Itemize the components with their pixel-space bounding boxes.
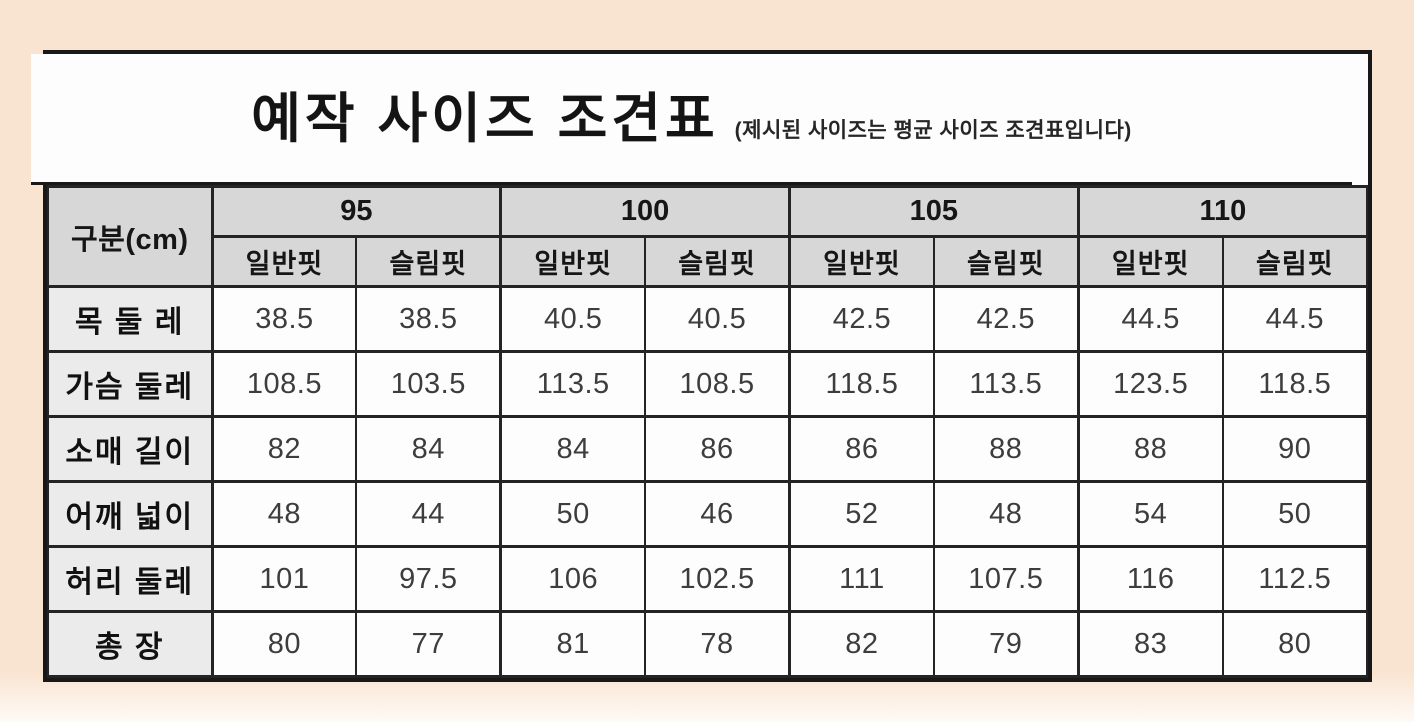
size-value-cell: 42.5	[932, 285, 1080, 353]
size-value-cell: 102.5	[644, 545, 791, 613]
size-value-cell: 113.5	[932, 350, 1080, 418]
size-value-cell: 88	[932, 415, 1080, 483]
fit-header-slim: 슬림핏	[1221, 235, 1369, 288]
size-value-cell: 50	[1221, 480, 1369, 548]
fit-header-row: 일반핏 슬림핏 일반핏 슬림핏 일반핏 슬림핏 일반핏 슬림핏	[48, 235, 1369, 288]
size-value-cell: 54	[1076, 480, 1224, 548]
size-value-cell: 40.5	[499, 285, 647, 353]
size-group-header-row: 구분(cm) 95 100 105 110	[47, 185, 1368, 288]
size-group-95: 95	[210, 185, 502, 238]
size-value-cell: 84	[499, 415, 647, 483]
row-label: 가슴 둘레	[47, 350, 213, 418]
size-value-cell: 52	[787, 480, 935, 548]
size-chart-table: 예작 사이즈 조견표 (제시된 사이즈는 평균 사이즈 조견표입니다) 구분(c…	[31, 50, 1372, 682]
table-row-sleeve: 소매 길이 82 84 84 86 86 88 88 90	[47, 415, 1369, 483]
size-group-110: 110	[1076, 185, 1368, 238]
size-value-cell: 83	[1076, 610, 1224, 678]
table-row-total-length: 총 장 80 77 81 78 82 79 83 80	[47, 610, 1369, 678]
size-value-cell: 106	[499, 545, 647, 613]
title-row: 예작 사이즈 조견표 (제시된 사이즈는 평균 사이즈 조견표입니다)	[31, 54, 1352, 185]
size-group-100: 100	[499, 185, 791, 238]
row-label: 소매 길이	[47, 415, 213, 483]
table-subtitle: (제시된 사이즈는 평균 사이즈 조견표입니다)	[734, 119, 1132, 142]
size-value-cell: 88	[1076, 415, 1224, 483]
size-value-cell: 38.5	[355, 285, 502, 353]
size-value-cell: 82	[787, 610, 935, 678]
size-value-cell: 113.5	[499, 350, 647, 418]
row-label: 어깨 넓이	[47, 480, 213, 548]
size-value-cell: 97.5	[355, 545, 502, 613]
size-value-cell: 44.5	[1076, 285, 1224, 353]
size-value-cell: 107.5	[932, 545, 1080, 613]
size-value-cell: 84	[355, 415, 502, 483]
size-value-cell: 108.5	[644, 350, 791, 418]
fit-header-slim: 슬림핏	[644, 235, 791, 288]
fit-header-slim: 슬림핏	[355, 235, 502, 288]
row-label: 허리 둘레	[47, 545, 213, 613]
fit-header-regular: 일반핏	[787, 235, 935, 288]
size-value-cell: 46	[644, 480, 791, 548]
size-value-cell: 111	[787, 545, 935, 613]
size-value-cell: 48	[210, 480, 358, 548]
table-row-waist: 허리 둘레 101 97.5 106 102.5 111 107.5 116 1…	[47, 545, 1369, 613]
size-value-cell: 78	[644, 610, 791, 678]
size-group-105: 105	[788, 185, 1080, 238]
size-value-cell: 86	[787, 415, 935, 483]
size-value-cell: 80	[210, 610, 358, 678]
size-value-cell: 86	[644, 415, 791, 483]
size-table-grid: 구분(cm) 95 100 105 110 일반핏 슬림핏 일반핏 슬림핏 일반…	[47, 185, 1369, 678]
size-value-cell: 108.5	[210, 350, 358, 418]
size-value-cell: 38.5	[210, 285, 358, 353]
size-value-cell: 101	[210, 545, 358, 613]
row-label: 총 장	[47, 610, 213, 678]
size-value-cell: 112.5	[1221, 545, 1369, 613]
table-row-shoulder: 어깨 넓이 48 44 50 46 52 48 54 50	[47, 480, 1369, 548]
size-value-cell: 103.5	[355, 350, 502, 418]
size-value-cell: 118.5	[1221, 350, 1369, 418]
size-value-cell: 44.5	[1221, 285, 1369, 353]
size-value-cell: 48	[932, 480, 1080, 548]
size-value-cell: 118.5	[787, 350, 935, 418]
size-value-cell: 40.5	[644, 285, 791, 353]
size-value-cell: 82	[210, 415, 358, 483]
size-value-cell: 79	[932, 610, 1080, 678]
corner-label: 구분(cm)	[47, 185, 213, 288]
fit-header-regular: 일반핏	[499, 235, 647, 288]
row-label: 목 둘 레	[47, 285, 213, 353]
size-value-cell: 50	[499, 480, 647, 548]
size-value-cell: 80	[1221, 610, 1369, 678]
size-value-cell: 44	[355, 480, 502, 548]
fit-header-slim: 슬림핏	[932, 235, 1080, 288]
size-value-cell: 42.5	[787, 285, 935, 353]
fit-header-regular: 일반핏	[1076, 235, 1224, 288]
fit-header-regular: 일반핏	[210, 235, 358, 288]
size-value-cell: 116	[1076, 545, 1224, 613]
size-value-cell: 77	[355, 610, 502, 678]
table-title: 예작 사이즈 조견표	[251, 89, 719, 149]
table-row-chest: 가슴 둘레 108.5 103.5 113.5 108.5 118.5 113.…	[47, 350, 1369, 418]
size-value-cell: 123.5	[1076, 350, 1224, 418]
size-value-cell: 81	[499, 610, 647, 678]
table-row-neck: 목 둘 레 38.5 38.5 40.5 40.5 42.5 42.5 44.5…	[47, 285, 1369, 353]
size-value-cell: 90	[1221, 415, 1369, 483]
